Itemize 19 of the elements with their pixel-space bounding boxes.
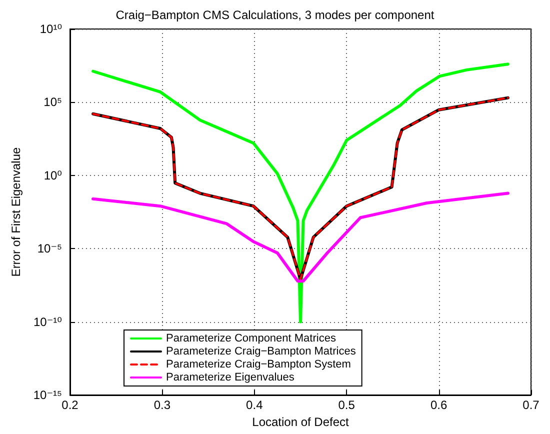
y-tick-label: 10⁻¹⁰ (34, 314, 62, 329)
x-tick-label: 0.2 (62, 398, 79, 412)
y-axis-title: Error of First Eigenvalue (9, 146, 23, 277)
y-tick-label: 10⁻¹⁵ (33, 388, 62, 402)
x-tick-label: 0.5 (338, 398, 356, 412)
x-tick-label: 0.3 (154, 398, 171, 412)
legend-label: Parameterize Craig−Bampton System (166, 358, 351, 370)
x-axis-title: Location of Defect (252, 414, 350, 429)
y-tick-label: 10¹⁰ (40, 22, 62, 36)
x-tick-label: 0.7 (522, 398, 540, 412)
y-tick-label: 10⁻⁵ (37, 242, 62, 256)
y-tick-label: 10⁰ (44, 168, 62, 182)
x-tick-label: 0.4 (246, 398, 264, 412)
x-tick-label: 0.6 (430, 398, 448, 412)
legend-label: Parameterize Component Matrices (166, 332, 336, 344)
y-tick-label: 10⁵ (44, 95, 62, 110)
chart-title: Craig−Bampton CMS Calculations, 3 modes per component (116, 8, 435, 22)
legend-label: Parameterize Eigenvalues (166, 372, 295, 384)
legend-label: Parameterize Craig−Bampton Matrices (166, 346, 356, 358)
